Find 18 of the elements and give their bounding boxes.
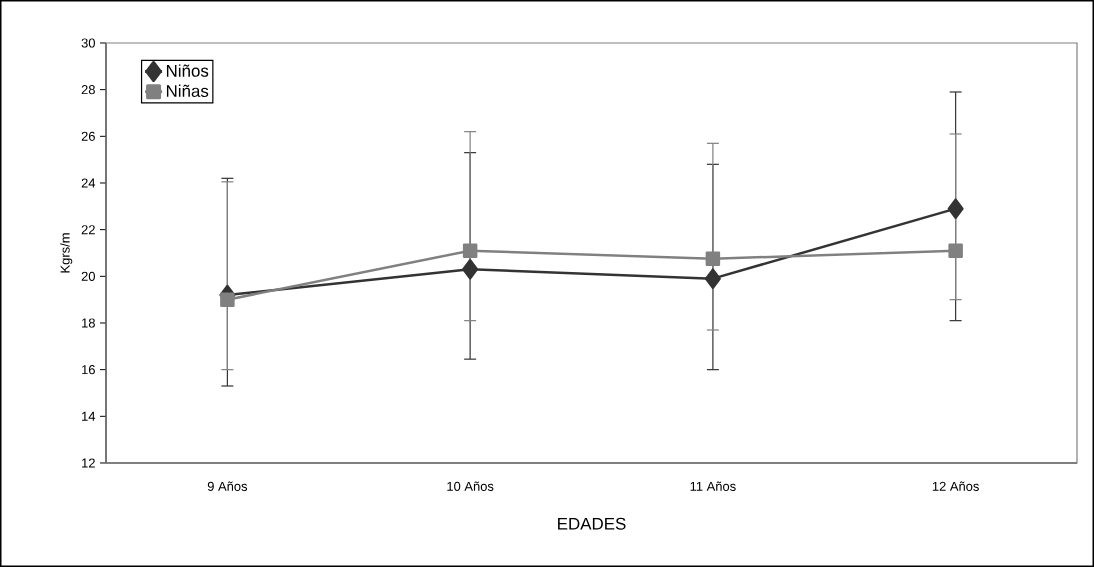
- y-tick-label: 28: [81, 85, 95, 95]
- y-tick-label: 22: [81, 225, 95, 235]
- legend-label: Niños: [166, 64, 209, 77]
- y-tick-label: 16: [82, 365, 95, 375]
- y-tick-label: 14: [82, 411, 96, 421]
- y-tick-label: 26: [81, 131, 95, 141]
- legend-label: Niñas: [166, 84, 209, 98]
- y-axis-title: Kgrs/m: [60, 233, 73, 273]
- x-tick-label: 11 Años: [690, 481, 736, 491]
- y-tick-label: 24: [81, 178, 96, 188]
- x-tick-label: 9 Años: [207, 481, 248, 491]
- y-tick-label: 12: [82, 458, 95, 468]
- x-axis-title: EDADES: [558, 517, 626, 530]
- x-tick-label: 12 Años: [932, 481, 979, 491]
- y-tick-label: 30: [81, 38, 95, 48]
- y-tick-label: 18: [82, 318, 95, 328]
- y-tick-label: 20: [81, 271, 95, 281]
- x-tick-label: 10 Años: [447, 481, 494, 491]
